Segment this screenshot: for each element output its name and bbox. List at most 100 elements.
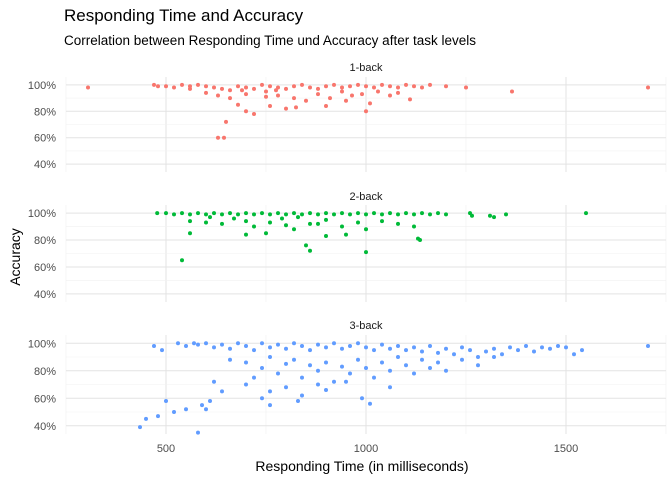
data-point xyxy=(646,344,650,348)
data-point xyxy=(260,366,264,370)
y-tick-label: 60% xyxy=(34,262,56,274)
data-point xyxy=(294,105,298,110)
data-point xyxy=(646,85,650,90)
data-point xyxy=(172,212,176,217)
data-point xyxy=(268,355,272,359)
y-tick-label: 80% xyxy=(34,235,56,247)
data-point xyxy=(176,341,180,346)
data-point xyxy=(204,90,208,95)
data-point xyxy=(468,348,472,353)
data-point xyxy=(296,399,300,403)
data-point xyxy=(436,211,440,216)
data-point xyxy=(316,382,320,387)
data-point xyxy=(356,341,360,346)
data-point xyxy=(396,344,400,348)
data-point xyxy=(228,88,232,93)
data-point xyxy=(388,84,392,89)
data-point xyxy=(436,360,440,365)
data-point xyxy=(396,221,400,226)
data-point xyxy=(324,360,328,365)
data-point xyxy=(244,85,248,90)
data-point xyxy=(488,213,492,218)
data-point xyxy=(492,215,496,220)
data-point xyxy=(340,364,344,369)
data-point xyxy=(188,219,192,224)
data-point xyxy=(324,104,328,109)
data-point xyxy=(244,344,248,348)
data-point xyxy=(192,341,196,346)
data-point xyxy=(152,344,156,348)
data-point xyxy=(308,211,312,216)
data-point xyxy=(236,212,240,217)
data-point xyxy=(348,212,352,217)
data-point xyxy=(364,345,368,350)
data-point xyxy=(236,341,240,346)
data-point xyxy=(372,348,376,353)
data-point xyxy=(228,357,232,362)
data-point xyxy=(356,357,360,362)
chart-subtitle: Correlation between Responding Time und … xyxy=(64,33,476,48)
data-point xyxy=(260,341,264,346)
data-point xyxy=(332,212,336,217)
data-point xyxy=(412,224,416,229)
data-point xyxy=(436,350,440,355)
data-point xyxy=(196,211,200,216)
data-point xyxy=(412,212,416,217)
data-point xyxy=(212,211,216,216)
data-point xyxy=(332,379,336,384)
data-point xyxy=(476,355,480,359)
y-tick-label: 80% xyxy=(34,106,56,118)
data-point xyxy=(200,403,204,408)
grid-layer xyxy=(65,77,667,434)
y-axis-title: Accuracy xyxy=(7,228,23,286)
facet-label: 1-back xyxy=(349,62,383,74)
data-point xyxy=(180,211,184,216)
data-point xyxy=(428,366,432,370)
data-point xyxy=(316,221,320,226)
data-point xyxy=(380,360,384,365)
data-point xyxy=(212,85,216,90)
data-point xyxy=(260,82,264,87)
x-axis-title: Responding Time (in milliseconds) xyxy=(255,458,468,474)
data-point xyxy=(332,341,336,346)
data-point xyxy=(492,355,496,359)
data-point xyxy=(220,342,224,347)
data-point xyxy=(412,371,416,376)
data-point xyxy=(252,212,256,217)
data-point xyxy=(300,82,304,87)
data-point xyxy=(408,97,412,102)
data-point xyxy=(180,258,184,263)
data-point xyxy=(368,101,372,106)
data-point xyxy=(244,92,248,97)
data-point xyxy=(356,220,360,225)
data-point xyxy=(156,414,160,419)
chart-title: Responding Time and Accuracy xyxy=(64,6,304,25)
data-point xyxy=(420,211,424,216)
data-point xyxy=(340,211,344,216)
data-point xyxy=(244,219,248,224)
data-point xyxy=(428,212,432,217)
data-point xyxy=(464,85,468,90)
x-tick-label: 1500 xyxy=(554,443,578,455)
data-point xyxy=(240,88,244,93)
data-point xyxy=(220,389,224,394)
data-point xyxy=(292,227,296,232)
data-point xyxy=(300,393,304,398)
data-point xyxy=(540,345,544,350)
data-point xyxy=(236,102,240,107)
data-point xyxy=(364,84,368,89)
data-point xyxy=(300,375,304,380)
data-point xyxy=(396,85,400,90)
data-point xyxy=(404,82,408,87)
facet-strips: 1-back 2-back 3-back xyxy=(349,62,383,332)
data-point xyxy=(164,399,168,403)
data-point xyxy=(164,211,168,216)
data-point xyxy=(420,357,424,362)
data-point xyxy=(380,342,384,347)
data-point xyxy=(152,82,156,87)
data-point xyxy=(300,212,304,217)
data-point xyxy=(268,220,272,225)
data-point xyxy=(492,346,496,351)
data-point xyxy=(460,357,464,362)
